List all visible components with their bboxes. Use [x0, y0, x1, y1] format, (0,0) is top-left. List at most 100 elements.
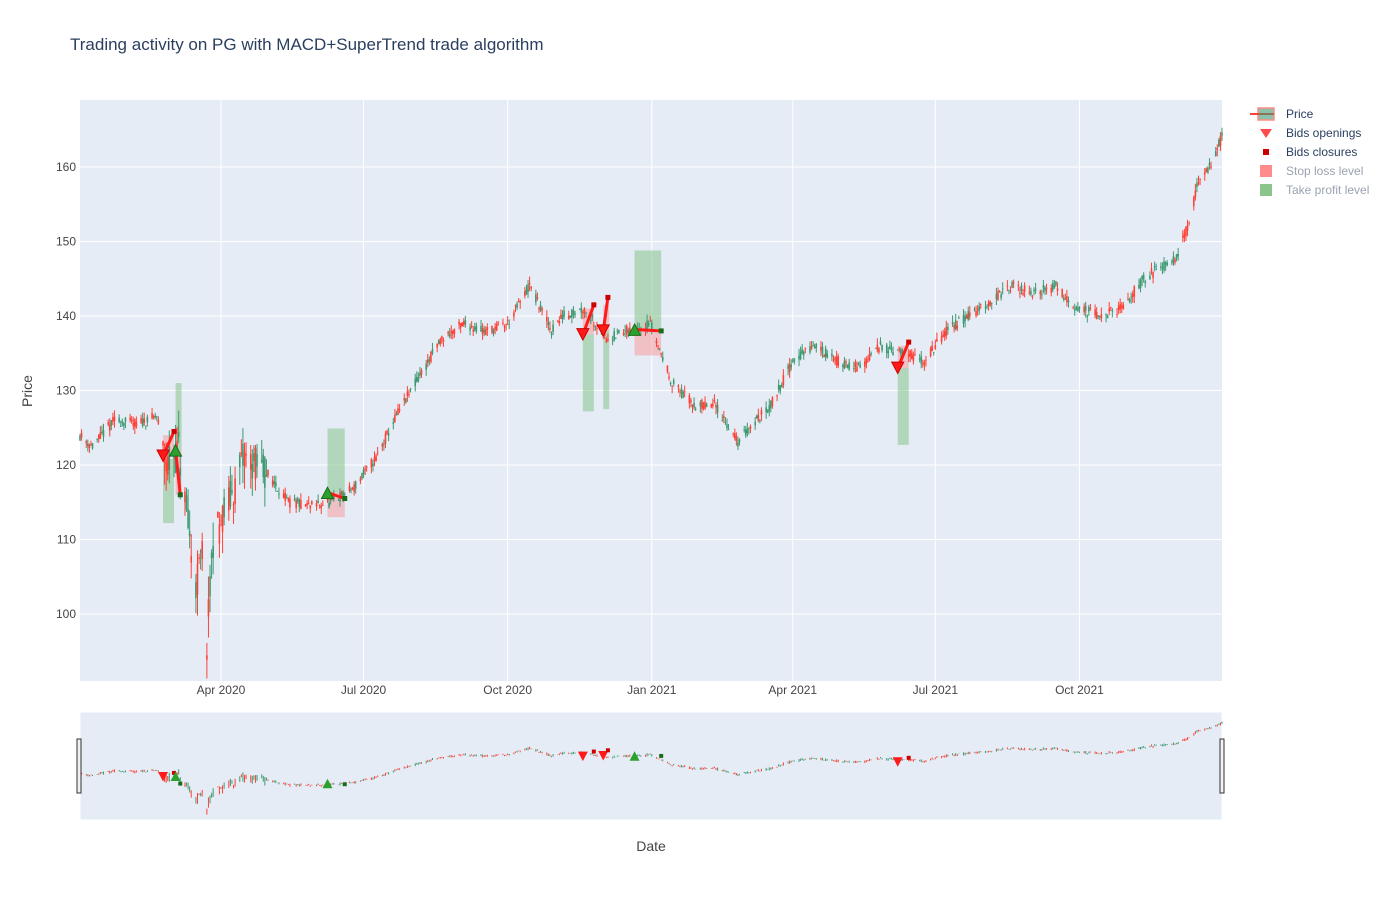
candle[interactable]: [309, 505, 312, 514]
candle[interactable]: [594, 325, 597, 331]
candle[interactable]: [1214, 146, 1217, 157]
candle[interactable]: [166, 449, 169, 481]
candle[interactable]: [491, 325, 493, 335]
candle[interactable]: [264, 456, 266, 507]
candle[interactable]: [593, 321, 595, 331]
candle[interactable]: [932, 351, 935, 356]
candle[interactable]: [760, 407, 763, 422]
candle[interactable]: [447, 330, 449, 337]
candle[interactable]: [442, 337, 445, 347]
candle[interactable]: [486, 323, 489, 337]
candle[interactable]: [918, 354, 921, 363]
candle[interactable]: [550, 331, 553, 339]
candle[interactable]: [1100, 307, 1103, 323]
candle[interactable]: [876, 338, 879, 353]
candle[interactable]: [245, 442, 247, 468]
candle[interactable]: [1218, 138, 1220, 148]
candle[interactable]: [1055, 280, 1057, 287]
candle[interactable]: [1094, 304, 1096, 319]
candle[interactable]: [267, 469, 269, 479]
candle[interactable]: [470, 321, 473, 329]
candle[interactable]: [821, 342, 824, 359]
candle[interactable]: [530, 286, 532, 292]
candle[interactable]: [157, 416, 160, 425]
bid-closure-marker[interactable]: [605, 294, 611, 300]
candle[interactable]: [253, 445, 255, 473]
candle[interactable]: [984, 300, 987, 314]
candle[interactable]: [831, 348, 833, 361]
candle[interactable]: [701, 398, 703, 414]
candle[interactable]: [1006, 280, 1009, 292]
candle[interactable]: [506, 316, 509, 326]
candle[interactable]: [1155, 263, 1158, 271]
candle[interactable]: [494, 323, 496, 335]
candle[interactable]: [914, 348, 916, 356]
candle[interactable]: [973, 306, 976, 312]
candle[interactable]: [525, 284, 528, 295]
candle[interactable]: [448, 327, 451, 339]
candle[interactable]: [524, 287, 526, 299]
candle[interactable]: [459, 323, 462, 334]
candle[interactable]: [141, 412, 144, 428]
candle[interactable]: [223, 488, 225, 526]
candle[interactable]: [527, 280, 529, 298]
candle[interactable]: [1160, 262, 1162, 271]
candle[interactable]: [1194, 183, 1197, 201]
candle[interactable]: [278, 487, 280, 500]
candle[interactable]: [1012, 279, 1015, 289]
candle[interactable]: [220, 514, 222, 527]
candle[interactable]: [1000, 291, 1002, 301]
candle[interactable]: [1185, 226, 1187, 241]
candle[interactable]: [942, 329, 944, 338]
candle[interactable]: [965, 313, 968, 319]
candle[interactable]: [556, 319, 559, 323]
candle[interactable]: [1139, 277, 1142, 293]
candle[interactable]: [229, 466, 232, 510]
bid-closure-marker[interactable]: [591, 302, 597, 308]
candle[interactable]: [1205, 167, 1208, 173]
candle[interactable]: [96, 438, 99, 443]
candle[interactable]: [1061, 288, 1064, 299]
candle[interactable]: [768, 398, 771, 417]
candle[interactable]: [710, 403, 713, 409]
range-slider-right-handle[interactable]: [1219, 738, 1225, 794]
candle[interactable]: [755, 414, 758, 419]
candle[interactable]: [1064, 293, 1067, 300]
candle[interactable]: [430, 350, 432, 364]
candle[interactable]: [832, 355, 835, 363]
candle[interactable]: [770, 400, 772, 413]
candle[interactable]: [428, 356, 431, 366]
candle[interactable]: [386, 429, 388, 435]
legend-item-rect-red[interactable]: Stop loss level: [1260, 164, 1363, 178]
candle[interactable]: [668, 372, 670, 381]
candle[interactable]: [1120, 301, 1123, 314]
candle[interactable]: [848, 358, 850, 371]
candle[interactable]: [624, 324, 626, 338]
candle[interactable]: [472, 325, 474, 337]
candle[interactable]: [1163, 257, 1165, 273]
candle[interactable]: [254, 444, 257, 491]
bid-closure-marker[interactable]: [342, 496, 348, 502]
bid-opening-long-marker[interactable]: [320, 486, 335, 500]
candle[interactable]: [572, 306, 575, 319]
candle[interactable]: [691, 404, 694, 414]
candle[interactable]: [765, 401, 767, 419]
candle[interactable]: [196, 550, 199, 616]
candle[interactable]: [563, 306, 565, 320]
candle[interactable]: [351, 486, 354, 491]
candle[interactable]: [616, 328, 619, 335]
candle[interactable]: [112, 412, 114, 426]
bid-closure-marker[interactable]: [906, 339, 912, 345]
candle[interactable]: [1117, 301, 1120, 315]
candle[interactable]: [1197, 175, 1200, 186]
candle[interactable]: [538, 306, 540, 313]
candle[interactable]: [1127, 292, 1129, 301]
candle[interactable]: [306, 500, 308, 510]
candle[interactable]: [658, 347, 661, 351]
candle[interactable]: [1131, 290, 1134, 303]
candle[interactable]: [177, 410, 180, 443]
candle[interactable]: [484, 326, 487, 336]
candle[interactable]: [519, 299, 521, 309]
candle[interactable]: [1050, 284, 1053, 297]
candlestick-series[interactable]: [79, 127, 1223, 679]
